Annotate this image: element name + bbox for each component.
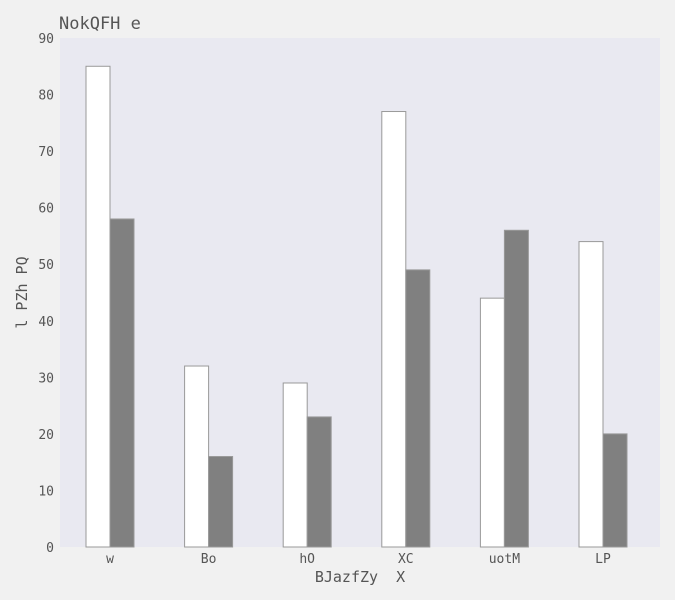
y-axis-label: l PZh PQ	[13, 256, 31, 328]
bar-series-1-LP	[578, 241, 604, 548]
x-tick-label: XC	[398, 552, 414, 567]
x-tick-label: uotM	[489, 552, 520, 567]
bar-series-2-uotM	[503, 229, 529, 548]
y-tick-label: 90	[38, 32, 54, 47]
x-tick-label: Bo	[201, 552, 217, 567]
y-tick-label: 0	[46, 541, 54, 556]
bar-series-1-uotM	[479, 297, 505, 548]
y-tick-label: 20	[38, 428, 54, 443]
y-tick-label: 70	[38, 145, 54, 160]
y-tick-label: 10	[38, 484, 54, 499]
x-tick-label: LP	[595, 552, 611, 567]
bar-series-2-LP	[602, 433, 628, 548]
y-tick-label: 60	[38, 202, 54, 217]
bar-series-2-w	[109, 218, 135, 548]
plot-area	[60, 38, 660, 547]
chart-title: NokQFH e	[59, 14, 141, 34]
bars	[85, 65, 628, 548]
y-axis-ticks: 0 10 20 30 40 50 60 70 80 90	[38, 32, 54, 556]
bar-series-1-Bo	[184, 365, 210, 548]
x-tick-label: w	[106, 552, 114, 567]
y-tick-label: 40	[38, 315, 54, 330]
y-tick-label: 80	[38, 89, 54, 104]
x-axis-ticks: w Bo hO XC uotM LP	[106, 552, 611, 567]
bar-series-1-w	[85, 65, 111, 548]
bar-series-2-Bo	[208, 456, 234, 548]
x-tick-label: hO	[299, 552, 315, 567]
bar-series-1-hO	[282, 382, 308, 548]
bar-series-1-XC	[381, 111, 407, 548]
bar-series-2-hO	[306, 416, 332, 548]
y-tick-label: 30	[38, 371, 54, 386]
x-axis-label: BJazfZy X	[315, 568, 405, 586]
bar-series-2-XC	[405, 269, 431, 548]
y-tick-label: 50	[38, 258, 54, 273]
